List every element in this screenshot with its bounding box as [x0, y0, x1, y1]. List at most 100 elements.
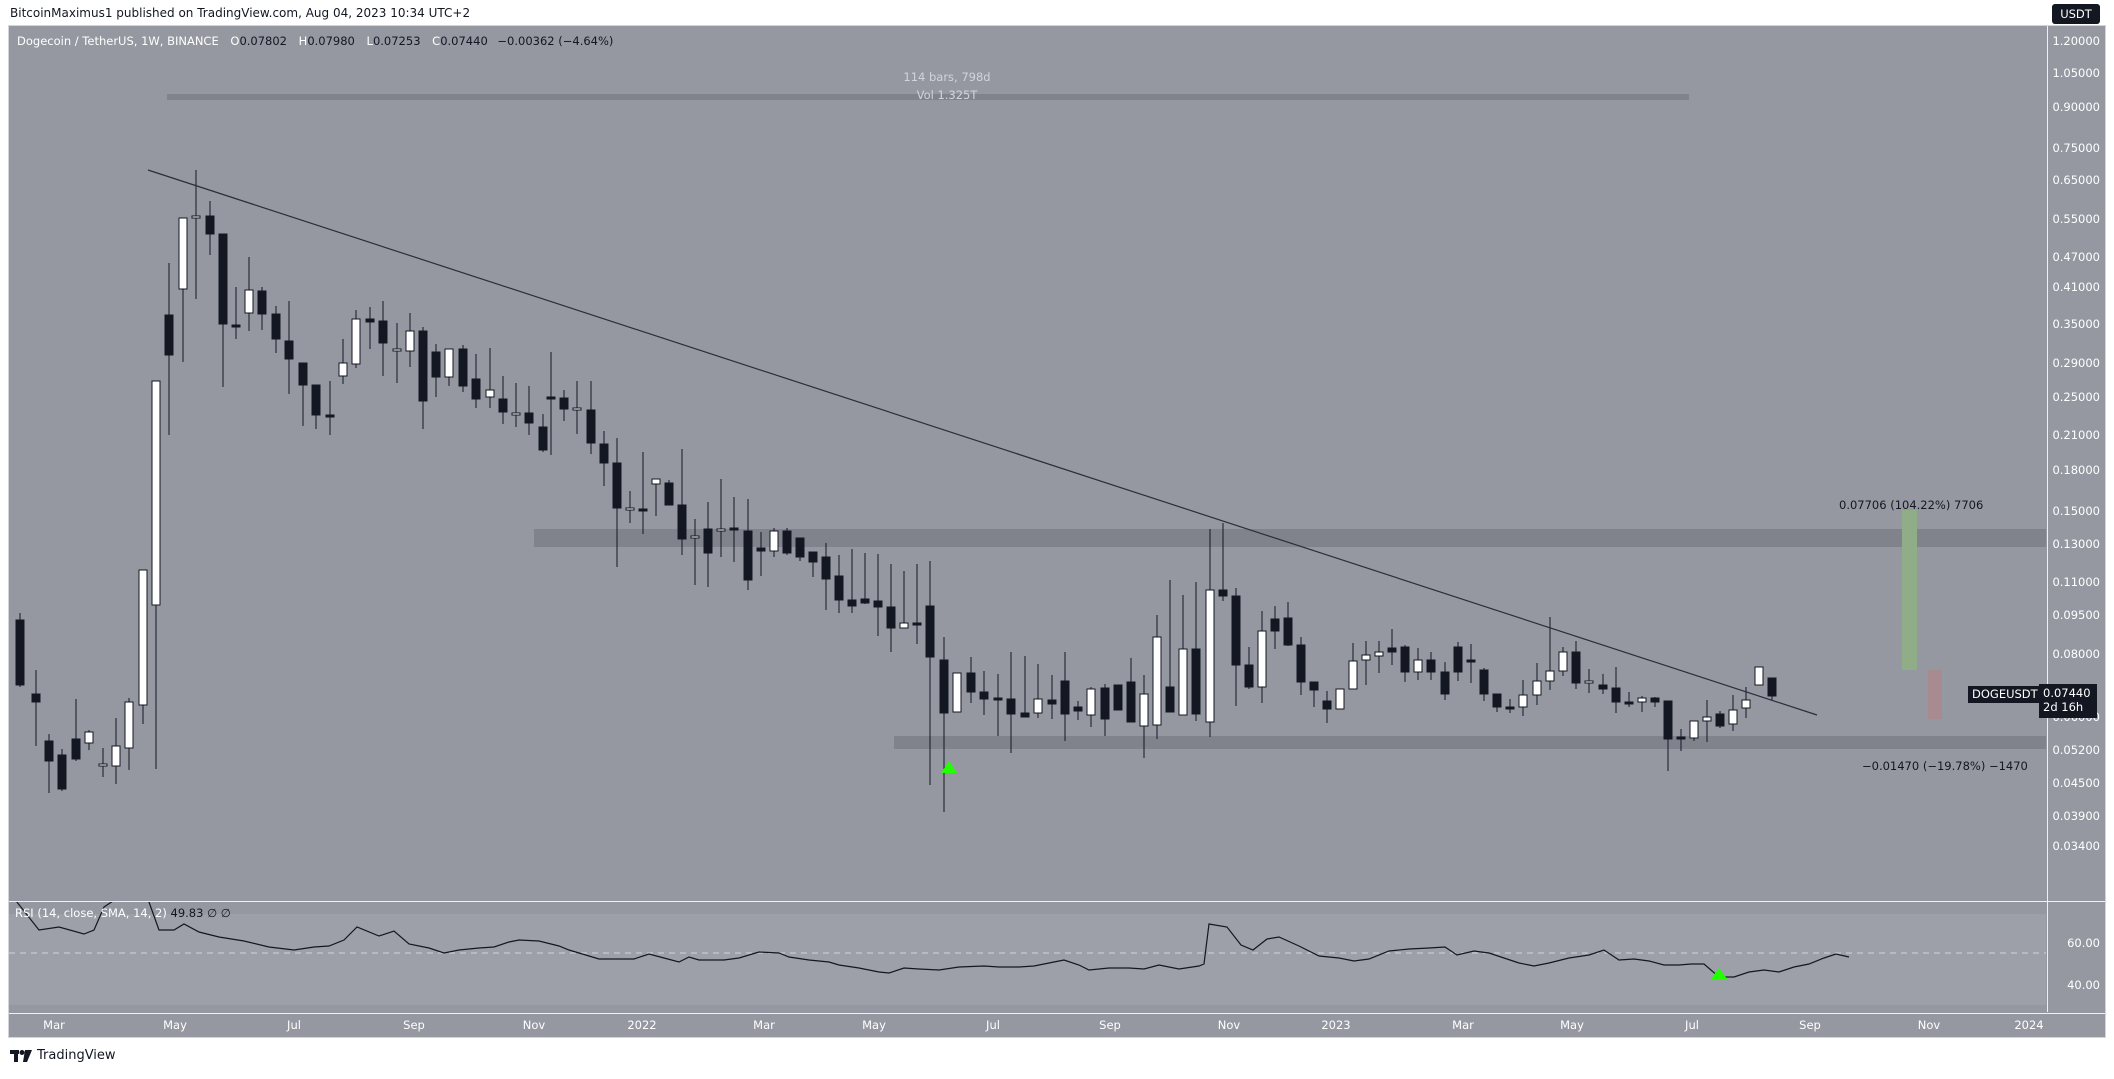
- publish-info: BitcoinMaximus1 published on TradingView…: [10, 6, 471, 20]
- candle: [979, 671, 989, 715]
- time-tick: Sep: [1799, 1018, 1821, 1032]
- stop-measure-box: [1928, 670, 1942, 719]
- candle: [1689, 720, 1699, 741]
- candle: [1637, 696, 1647, 712]
- candle: [1205, 529, 1215, 737]
- symbol-price-tag: DOGEUSDT: [1968, 686, 2042, 703]
- main-price-pane[interactable]: Dogecoin / TetherUS, 1W, BINANCE O0.0780…: [9, 26, 2046, 901]
- candle: [559, 390, 569, 421]
- candle: [1126, 658, 1136, 723]
- candle: [1047, 675, 1057, 719]
- candle: [1270, 606, 1280, 649]
- candle: [405, 313, 415, 367]
- candle: [1218, 523, 1228, 601]
- price-tick: 0.05200: [2052, 743, 2100, 757]
- rsi-tick: 40.00: [2067, 978, 2100, 992]
- rsi-chart: [9, 902, 2046, 1005]
- candle: [1611, 667, 1621, 713]
- price-tick: 1.05000: [2052, 66, 2100, 80]
- rsi-bullish-marker-icon: [1710, 968, 1728, 980]
- candle: [834, 555, 844, 613]
- time-tick: Sep: [1099, 1018, 1121, 1032]
- price-tick: 0.11000: [2052, 575, 2100, 589]
- candlestick-chart: [15, 94, 2046, 812]
- candle: [511, 383, 521, 427]
- candle: [1663, 700, 1673, 771]
- candle: [1728, 695, 1738, 731]
- candle: [124, 698, 134, 770]
- candle: [1060, 652, 1070, 741]
- candle: [325, 381, 335, 435]
- target-measure-label: 0.07706 (104.22%) 7706: [1839, 498, 1984, 512]
- candle: [1466, 644, 1476, 683]
- price-tick: 0.03400: [2052, 839, 2100, 853]
- candle: [1165, 580, 1175, 713]
- time-tick: Jul: [986, 1018, 1000, 1032]
- candle: [1558, 647, 1568, 676]
- time-tick: Nov: [1917, 1018, 1941, 1032]
- price-tick: 0.65000: [2052, 173, 2100, 187]
- price-tick: 0.29000: [2052, 356, 2100, 370]
- price-tick: 0.04500: [2052, 776, 2100, 790]
- candle: [244, 257, 254, 331]
- rsi-name: RSI (14, close, SMA, 14, 2): [15, 906, 167, 920]
- candle: [98, 748, 108, 777]
- candle: [651, 478, 661, 516]
- candle: [664, 480, 674, 506]
- candle: [703, 502, 713, 587]
- time-tick: Mar: [753, 1018, 775, 1032]
- currency-unit-button[interactable]: USDT: [2052, 4, 2100, 24]
- rsi-band: [9, 914, 2046, 1005]
- open-value: 0.07802: [239, 34, 287, 48]
- candle: [44, 734, 54, 793]
- high-value: 0.07980: [307, 34, 355, 48]
- price-tick: 0.13000: [2052, 537, 2100, 551]
- candle: [1545, 617, 1555, 690]
- candle: [298, 362, 308, 426]
- candle: [392, 323, 402, 383]
- candle: [178, 217, 188, 362]
- candle: [31, 670, 41, 746]
- candle: [351, 310, 361, 368]
- candle: [677, 449, 687, 555]
- time-tick: May: [862, 1018, 886, 1032]
- bullish-marker-icon: [941, 761, 957, 773]
- candle: [1479, 668, 1489, 701]
- candle: [1453, 642, 1463, 681]
- change-value: −0.00362 (−4.64%): [497, 34, 614, 48]
- price-tick: 0.25000: [2052, 390, 2100, 404]
- candle: [860, 553, 870, 604]
- candle: [1086, 687, 1096, 727]
- price-tick: 0.03900: [2052, 809, 2100, 823]
- candle: [899, 571, 909, 629]
- rsi-axis[interactable]: 60.00 40.00: [2047, 902, 2106, 1012]
- candle: [57, 749, 67, 791]
- candle: [1139, 675, 1149, 758]
- candle: [205, 201, 215, 255]
- candle: [164, 263, 174, 435]
- price-tick: 0.08000: [2052, 647, 2100, 661]
- candle: [1387, 629, 1397, 665]
- tradingview-logo[interactable]: TradingView: [10, 1048, 116, 1063]
- candle: [231, 287, 241, 339]
- candle: [444, 348, 454, 386]
- candle: [1348, 643, 1358, 690]
- candle: [1440, 662, 1450, 700]
- price-axis[interactable]: 1.20000 1.05000 0.90000 0.75000 0.65000 0.550…: [2047, 26, 2106, 901]
- candle: [1006, 652, 1016, 753]
- last-price-tag: 0.07440 2d 16h: [2039, 684, 2097, 718]
- pane-separator[interactable]: [9, 901, 2105, 902]
- candle: [84, 730, 94, 750]
- candle: [1257, 611, 1267, 703]
- candle: [1296, 637, 1306, 695]
- price-tick: 0.90000: [2052, 100, 2100, 114]
- stop-measure-label: −0.01470 (−19.78%) −1470: [1862, 759, 2028, 773]
- price-tick: 0.55000: [2052, 212, 2100, 226]
- candle: [15, 613, 25, 687]
- candle: [925, 561, 935, 785]
- rsi-pane[interactable]: RSI (14, close, SMA, 14, 2) 49.83 ∅ ∅: [9, 902, 2046, 1012]
- candle: [716, 479, 726, 557]
- time-axis[interactable]: Mar May Jul Sep Nov 2022 Mar May Jul Sep Nov 2023 Ma…: [9, 1013, 2105, 1038]
- date-range-bar: [167, 94, 1689, 100]
- candle: [1492, 693, 1502, 712]
